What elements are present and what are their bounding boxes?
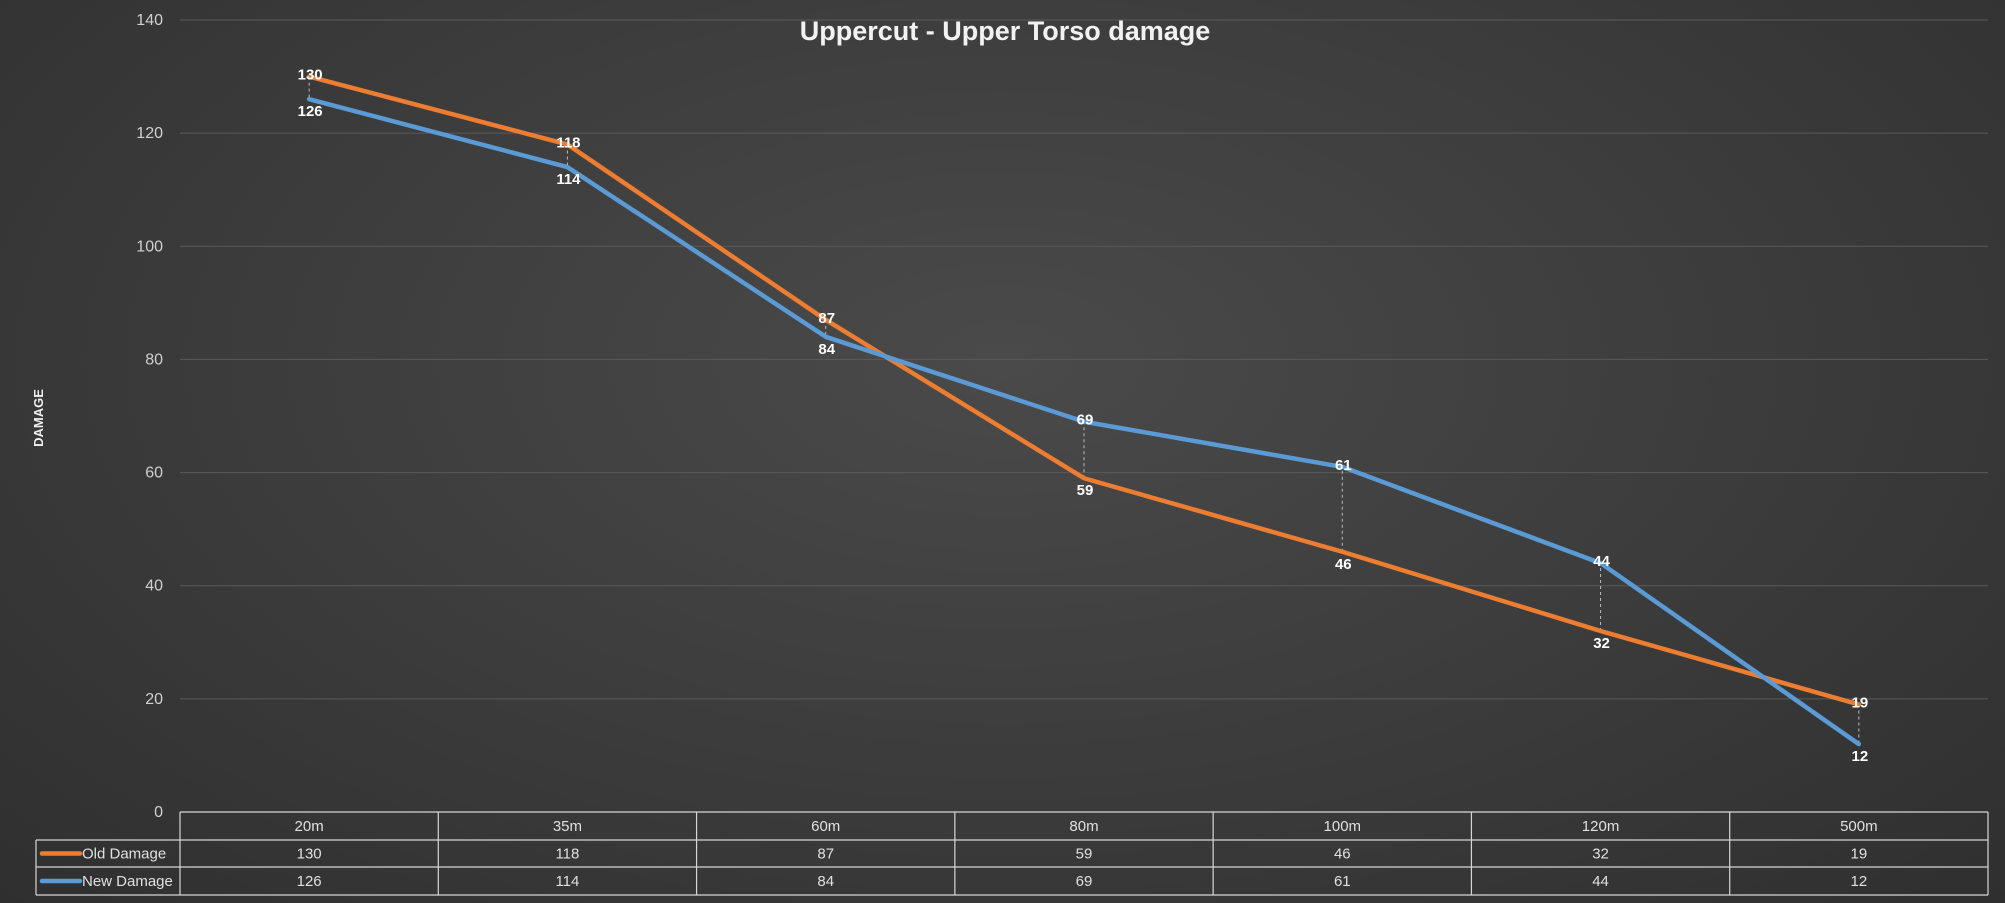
y-axis-ticks: 0 20 40 60 80 100 120 140 [136,12,163,821]
x-tick-label: 35m [553,818,582,835]
x-tick-label: 60m [811,818,840,835]
chart-title: Uppercut - Upper Torso damage [800,16,1211,46]
table-cell: 44 [1592,873,1609,890]
y-axis-label: DAMAGE [31,389,46,447]
data-label: 61 [1335,457,1352,474]
data-label: 44 [1593,553,1610,570]
table-cell: 61 [1334,873,1351,890]
y-tick-label: 60 [145,465,163,482]
y-tick-label: 100 [136,238,163,255]
y-tick-label: 40 [145,578,163,595]
table-cell: 19 [1851,846,1868,863]
table-cell: 32 [1592,846,1609,863]
data-label: 126 [298,103,323,120]
data-label: 84 [818,341,835,358]
y-tick-label: 80 [145,351,163,368]
table-cell: 46 [1334,846,1351,863]
series-lines [306,74,1862,747]
x-tick-label: 100m [1324,818,1362,835]
data-label: 46 [1335,556,1352,573]
drop-lines [308,76,1860,745]
data-label: 118 [556,134,580,151]
data-label: 12 [1852,748,1869,765]
y-tick-label: 20 [145,691,163,708]
data-label: 114 [556,171,581,188]
data-table: 20m 35m 60m 80m 100m 120m 500m Old Damage 130 118… [35,811,1989,896]
data-label: 69 [1077,412,1094,429]
table-cell: 84 [817,873,834,890]
table-cell: 114 [555,873,579,890]
legend-label: New Damage [82,873,173,890]
table-cell: 87 [817,846,834,863]
y-tick-label: 120 [136,125,163,142]
y-tick-label: 0 [154,804,163,821]
table-cell: 12 [1851,873,1868,890]
data-label: 59 [1077,482,1094,499]
x-tick-label: 120m [1582,818,1620,835]
data-label: 32 [1593,635,1610,652]
old-damage-line [306,74,1862,707]
data-label: 19 [1852,695,1869,712]
x-tick-label: 20m [295,818,324,835]
table-cell: 59 [1076,846,1093,863]
table-cell: 118 [555,846,579,863]
table-cell: 126 [297,873,322,890]
data-labels: 130 118 87 59 46 32 19 126 114 84 69 61 44 12 [298,67,1869,766]
legend-label: Old Damage [82,846,166,863]
data-label: 130 [298,67,323,84]
table-cell: 130 [297,846,322,863]
table-cell: 69 [1076,873,1093,890]
x-tick-label: 500m [1840,818,1878,835]
y-tick-label: 140 [136,12,163,29]
gridlines [180,19,1988,700]
data-label: 87 [818,310,835,327]
x-tick-label: 80m [1069,818,1098,835]
new-damage-line [306,96,1862,747]
